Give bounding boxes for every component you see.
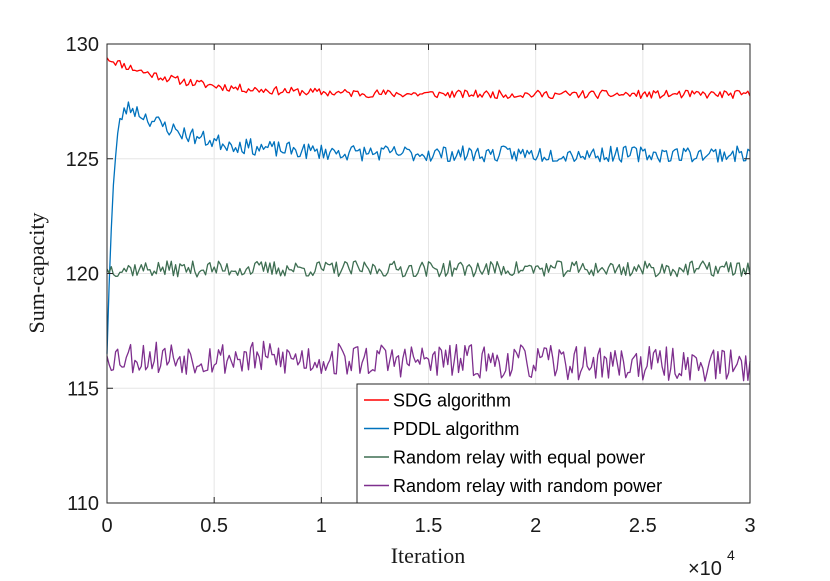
legend: SDG algorithm PDDL algorithm Random relay … [356,383,751,504]
legend-box [356,383,751,504]
x-axis-label: Iteration [391,543,466,568]
y-tick-label: 130 [66,34,99,56]
series-lines [106,57,751,382]
y-axis-label: Sum-capacity [24,213,49,334]
y-tick-label: 115 [67,378,99,400]
x-tick-label: 1.5 [415,515,443,537]
x-tick-label: 0.5 [200,515,228,537]
series-line [106,57,751,100]
x-tick-label: 1 [316,515,327,537]
x-tick-label: 2.5 [629,515,657,537]
x-tick-label: 0 [101,515,112,537]
series-line [106,101,751,354]
y-tick-label: 125 [66,149,99,171]
x-ticks: 0 0.5 1 1.5 2 2.5 3 [101,44,756,537]
legend-entry: PDDL algorithm [393,419,519,439]
legend-entry: Random relay with random power [393,476,662,496]
legend-entry: SDG algorithm [393,391,511,411]
legend-entry: Random relay with equal power [393,448,645,468]
x-multiplier-base: ×10 [688,558,722,580]
series-line [106,340,751,382]
x-multiplier-exponent: 4 [727,547,735,563]
y-ticks: 110 115 120 125 130 [66,34,750,515]
x-tick-label: 3 [744,515,755,537]
x-tick-label: 2 [530,515,541,537]
y-tick-label: 110 [67,493,99,515]
series-line [106,260,751,278]
x-multiplier: ×10 4 [688,547,735,580]
y-tick-label: 120 [66,264,99,286]
